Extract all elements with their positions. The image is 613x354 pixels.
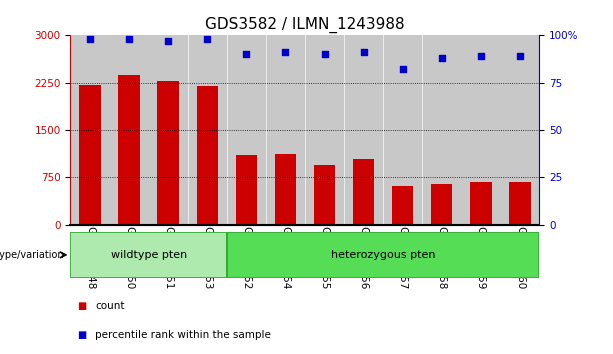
Text: genotype/variation: genotype/variation bbox=[0, 250, 64, 260]
Bar bbox=[227, 232, 539, 278]
Bar bbox=[227, 35, 265, 225]
Point bbox=[319, 51, 329, 57]
Bar bbox=[235, 155, 257, 225]
Bar bbox=[392, 185, 413, 225]
Point bbox=[85, 36, 95, 42]
Text: count: count bbox=[95, 301, 124, 311]
Bar bbox=[384, 35, 421, 225]
Bar bbox=[79, 85, 101, 225]
Bar bbox=[267, 35, 304, 225]
Bar bbox=[275, 154, 296, 225]
Bar bbox=[470, 182, 492, 225]
Text: heterozygous pten: heterozygous pten bbox=[331, 250, 435, 260]
Bar bbox=[306, 35, 343, 225]
Point bbox=[476, 53, 485, 59]
Bar bbox=[150, 35, 187, 225]
Bar bbox=[189, 35, 226, 225]
Bar bbox=[353, 159, 375, 225]
Point bbox=[242, 51, 251, 57]
Title: GDS3582 / ILMN_1243988: GDS3582 / ILMN_1243988 bbox=[205, 16, 405, 33]
Bar bbox=[70, 232, 227, 278]
Bar bbox=[509, 182, 531, 225]
Point bbox=[124, 36, 134, 42]
Point bbox=[398, 67, 408, 72]
Bar bbox=[71, 35, 109, 225]
Point bbox=[281, 50, 291, 55]
Bar bbox=[118, 75, 140, 225]
Text: ■: ■ bbox=[77, 301, 86, 311]
Point bbox=[437, 55, 447, 61]
Bar bbox=[431, 184, 452, 225]
Bar bbox=[423, 35, 460, 225]
Bar bbox=[345, 35, 383, 225]
Point bbox=[515, 53, 525, 59]
Text: wildtype pten: wildtype pten bbox=[110, 250, 187, 260]
Bar bbox=[110, 35, 148, 225]
Bar bbox=[158, 81, 179, 225]
Text: ■: ■ bbox=[77, 330, 86, 339]
Point bbox=[163, 38, 173, 44]
Point bbox=[202, 36, 212, 42]
Bar bbox=[462, 35, 500, 225]
Bar bbox=[501, 35, 539, 225]
Bar bbox=[197, 86, 218, 225]
Bar bbox=[314, 165, 335, 225]
Text: percentile rank within the sample: percentile rank within the sample bbox=[95, 330, 271, 339]
Point bbox=[359, 50, 368, 55]
